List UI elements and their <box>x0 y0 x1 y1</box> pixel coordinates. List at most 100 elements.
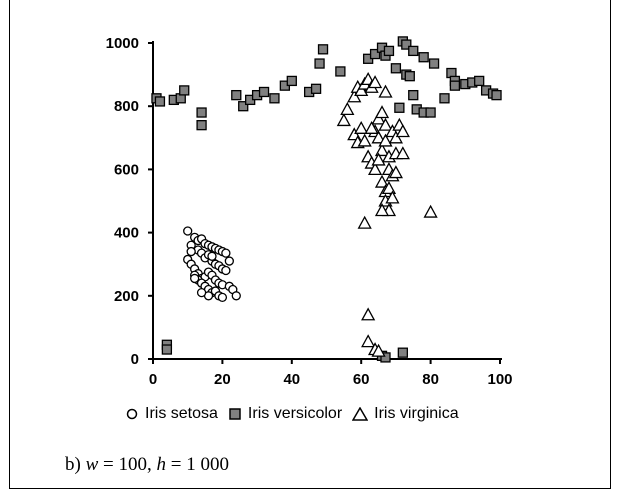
circle-marker-icon <box>126 408 138 420</box>
virginica-point <box>357 133 372 147</box>
setosa-point <box>186 246 196 257</box>
square-marker-icon <box>229 408 241 420</box>
series-square <box>151 36 502 363</box>
setosa-point <box>221 248 231 258</box>
virginica-point <box>367 162 383 176</box>
chart-legend: Iris setosa Iris versicolor Iris virgini… <box>125 405 469 423</box>
versicolor-point <box>383 45 395 57</box>
versicolor-point <box>269 93 280 104</box>
virginica-point <box>364 120 379 134</box>
legend-item-virginica: Iris virginica <box>352 405 459 423</box>
figure-caption: b) w = 100, h = 1 000 <box>65 454 229 475</box>
versicolor-point <box>408 45 419 57</box>
versicolor-point <box>491 89 502 101</box>
virginica-point <box>395 146 410 160</box>
virginica-point <box>423 204 438 218</box>
versicolor-point <box>196 107 207 118</box>
y-tick-label: 200 <box>114 288 139 305</box>
virginica-point <box>367 75 383 89</box>
virginica-point <box>371 152 386 166</box>
setosa-point <box>224 256 234 266</box>
legend-label-setosa: Iris setosa <box>145 405 218 422</box>
versicolor-point <box>397 347 408 358</box>
virginica-point <box>374 143 390 157</box>
versicolor-point <box>154 96 166 107</box>
legend-label-versicolor: Iris versicolor <box>247 405 343 422</box>
versicolor-point <box>394 102 405 113</box>
versicolor-point <box>317 44 329 55</box>
versicolor-point <box>428 58 440 69</box>
series-circle <box>183 226 241 303</box>
setosa-point <box>189 273 200 284</box>
legend-label-virginica: Iris virginica <box>374 405 459 422</box>
versicolor-point <box>404 71 415 82</box>
versicolor-point <box>390 63 402 74</box>
x-tick-label: 100 <box>487 371 512 388</box>
versicolor-point <box>314 58 325 69</box>
virginica-point <box>378 117 393 131</box>
virginica-point <box>388 165 403 179</box>
virginica-point <box>374 105 390 119</box>
versicolor-point <box>401 39 412 50</box>
virginica-point <box>388 130 403 144</box>
chart-axes <box>152 41 502 360</box>
legend-item-versicolor: Iris versicolor <box>228 405 342 423</box>
y-tick-label: 400 <box>114 225 139 242</box>
virginica-point <box>371 343 386 357</box>
virginica-point <box>378 84 393 98</box>
virginica-point <box>371 130 386 144</box>
versicolor-point <box>380 352 391 363</box>
versicolor-point <box>238 101 249 112</box>
virginica-point <box>395 124 410 138</box>
setosa-point <box>221 265 231 276</box>
versicolor-point <box>231 89 242 101</box>
virginica-point <box>354 120 369 134</box>
series-triangle <box>336 71 438 357</box>
versicolor-point <box>408 89 419 101</box>
virginica-point <box>378 133 393 147</box>
caption-h-var: h <box>156 454 166 475</box>
virginica-point <box>354 83 369 97</box>
x-tick-label: 60 <box>353 371 370 388</box>
virginica-point <box>357 215 372 229</box>
versicolor-point <box>335 66 346 77</box>
virginica-point <box>374 203 390 217</box>
y-tick-label: 800 <box>114 98 139 115</box>
versicolor-point <box>418 52 429 63</box>
versicolor-point <box>474 75 485 87</box>
versicolor-point <box>196 120 207 131</box>
y-tick-label: 0 <box>131 351 139 368</box>
versicolor-point <box>161 344 173 355</box>
setosa-point <box>183 226 193 236</box>
virginica-point <box>340 102 355 116</box>
setosa-point <box>207 251 217 261</box>
versicolor-point <box>258 86 270 98</box>
versicolor-point <box>449 80 461 91</box>
virginica-point <box>381 181 397 195</box>
x-tick-label: 0 <box>149 371 157 388</box>
versicolor-point <box>369 48 381 60</box>
x-tick-label: 80 <box>422 371 439 388</box>
virginica-point <box>336 113 351 127</box>
virginica-point <box>361 334 376 348</box>
setosa-point <box>217 292 228 303</box>
versicolor-point <box>286 75 297 87</box>
virginica-point <box>371 111 386 125</box>
virginica-point <box>347 89 362 103</box>
y-tick-label: 600 <box>114 161 139 178</box>
chart-marks <box>151 36 502 363</box>
triangle-marker-icon <box>352 407 369 421</box>
versicolor-point <box>425 107 436 118</box>
versicolor-point <box>310 83 322 94</box>
legend-item-setosa: Iris setosa <box>125 405 218 423</box>
setosa-point <box>231 291 241 301</box>
setosa-point <box>196 287 207 298</box>
y-tick-label: 1000 <box>106 35 139 52</box>
virginica-point <box>374 174 390 188</box>
virginica-point <box>385 190 400 204</box>
x-tick-label: 20 <box>214 371 231 388</box>
versicolor-point <box>439 93 450 104</box>
caption-w-var: w <box>85 454 99 475</box>
